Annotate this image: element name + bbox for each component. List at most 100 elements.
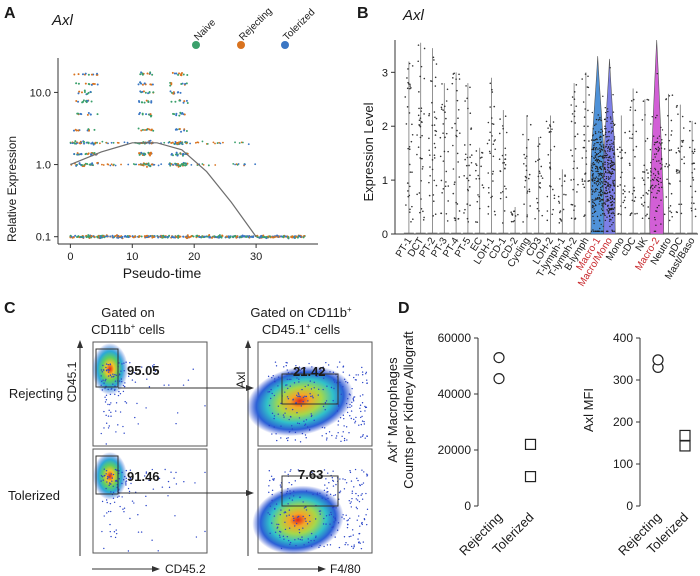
violin-point — [605, 127, 607, 130]
violin-point — [452, 77, 454, 79]
flow-event — [309, 380, 311, 382]
violin-point — [647, 99, 650, 101]
flow-event — [285, 361, 287, 364]
flow-event — [338, 491, 341, 494]
violin-point — [612, 184, 615, 186]
violin-point — [657, 172, 659, 174]
flow-event — [287, 372, 290, 374]
violin-point — [607, 164, 609, 166]
violin-point — [442, 188, 445, 190]
violin-point — [597, 158, 600, 161]
panel-a-point — [232, 235, 235, 238]
violin-point — [470, 161, 473, 164]
flow-event — [122, 425, 124, 428]
flow-event — [356, 507, 358, 510]
flow-event — [318, 546, 320, 549]
violin-point — [612, 211, 614, 213]
flow-event — [332, 516, 335, 518]
panel-a-point — [94, 141, 97, 144]
violin-point — [591, 193, 593, 195]
panel-a-point — [185, 129, 188, 132]
violin-point — [434, 146, 437, 149]
violin-point — [432, 194, 435, 196]
violin-point — [595, 138, 598, 140]
violin-point — [624, 131, 626, 134]
violin-point — [522, 133, 524, 136]
violin-point — [464, 158, 466, 161]
violin-point — [433, 124, 436, 126]
panel-c-xlabel-cd452: CD45.2 — [165, 562, 206, 576]
violin-point — [653, 143, 656, 146]
violin-point — [677, 169, 679, 172]
violin-point — [671, 94, 674, 96]
panel-a-point — [71, 142, 74, 145]
violin-point — [595, 230, 598, 233]
violin-point — [517, 213, 519, 216]
flow-event — [163, 384, 165, 386]
flow-event — [298, 393, 300, 395]
flow-event — [273, 426, 275, 428]
violin-point — [593, 163, 596, 166]
flow-event — [328, 514, 331, 516]
violin-point — [592, 229, 594, 231]
violin-point — [601, 193, 603, 196]
violin-point — [575, 105, 578, 107]
violin-point — [491, 91, 494, 93]
violin-point — [659, 177, 662, 180]
violin-point — [575, 84, 578, 86]
flow-event — [108, 484, 110, 487]
violin-point — [592, 215, 594, 218]
violin-point — [524, 157, 527, 159]
flow-event — [303, 544, 305, 546]
violin-point — [499, 118, 501, 120]
violin-point — [676, 211, 679, 214]
panel-a-point — [182, 162, 185, 165]
flow-event — [129, 517, 131, 520]
violin-point — [492, 123, 495, 125]
violin-point — [420, 110, 422, 112]
flow-event — [183, 480, 185, 483]
flow-event — [330, 513, 333, 516]
panel-a-point — [170, 142, 173, 145]
violin-point — [510, 220, 513, 223]
violin-point — [612, 181, 614, 183]
violin-point — [646, 213, 648, 216]
violin-point — [456, 99, 459, 102]
violin-point — [481, 156, 483, 159]
flow-event — [321, 497, 323, 499]
flow-event — [339, 478, 341, 480]
violin-point — [457, 161, 459, 163]
flow-event — [288, 514, 290, 516]
violin-point — [694, 215, 697, 218]
flow-event — [333, 379, 335, 381]
flow-event — [277, 523, 280, 526]
panel-a-point — [142, 90, 145, 93]
panel-a-point — [271, 236, 274, 239]
flow-event — [325, 523, 327, 525]
violin-point — [596, 161, 598, 163]
violin-point — [656, 192, 658, 194]
flow-event — [359, 484, 361, 487]
flow-event — [355, 506, 358, 508]
flow-event — [145, 495, 147, 498]
violin-point — [624, 151, 627, 154]
panel-a-point — [87, 82, 90, 85]
panel-a-point — [147, 151, 150, 154]
flow-event — [115, 402, 118, 404]
flow-event — [361, 498, 364, 500]
violin-point — [599, 136, 601, 139]
flow-event — [280, 547, 283, 550]
flow-event — [152, 366, 154, 368]
flow-event — [283, 512, 285, 514]
violin-point — [612, 156, 615, 158]
flow-event — [272, 478, 274, 480]
panel-a-point — [131, 235, 134, 238]
panel-a-point — [218, 234, 221, 237]
violin-point — [613, 146, 615, 148]
flow-event — [292, 495, 295, 497]
violin-point — [646, 169, 648, 171]
panel-d-ytick-label: 200 — [613, 415, 633, 429]
panel-a-point — [89, 113, 92, 116]
violin-point — [599, 147, 601, 149]
flow-event — [298, 531, 301, 534]
